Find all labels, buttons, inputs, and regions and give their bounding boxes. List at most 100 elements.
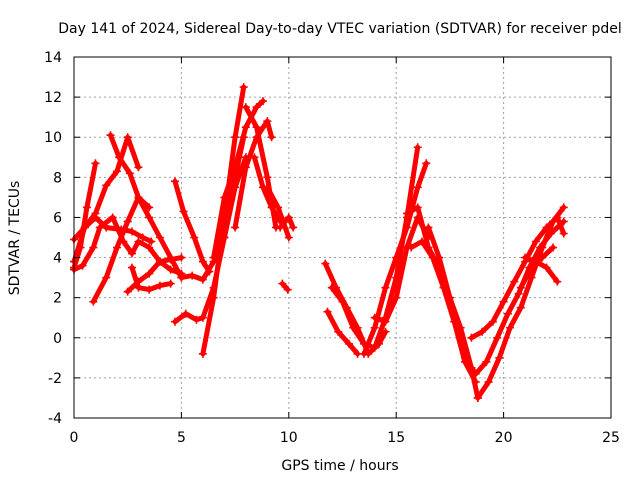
data-point	[417, 237, 426, 246]
data-point	[478, 327, 487, 336]
data-point	[241, 103, 250, 112]
x-tick-label: 20	[495, 430, 513, 446]
series-line	[211, 98, 266, 261]
data-point	[102, 181, 111, 190]
data-point	[231, 223, 240, 232]
series-line	[279, 281, 291, 293]
data-point	[422, 159, 431, 168]
data-point	[231, 133, 240, 142]
data-point	[460, 353, 469, 362]
y-tick-label: -4	[48, 411, 62, 427]
data-point	[413, 203, 422, 212]
data-point	[241, 123, 250, 132]
data-point	[166, 279, 175, 288]
data-point	[127, 227, 136, 236]
y-axis-label: SDTVAR / TECUs	[7, 181, 23, 296]
data-point	[370, 323, 379, 332]
x-tick-label: 0	[70, 430, 79, 446]
data-point	[155, 257, 164, 266]
data-point	[493, 333, 502, 342]
data-point	[278, 279, 287, 288]
data-point	[190, 233, 199, 242]
data-point	[147, 237, 156, 246]
data-point	[231, 183, 240, 192]
data-point	[284, 213, 293, 222]
data-point	[239, 83, 248, 92]
data-point	[456, 333, 465, 342]
data-point	[82, 203, 91, 212]
data-point	[177, 253, 186, 262]
chart-title: Day 141 of 2024, Sidereal Day-to-day VTE…	[58, 21, 622, 37]
series-arc-21	[323, 307, 362, 358]
data-point	[89, 297, 98, 306]
data-point	[334, 327, 343, 336]
series-line	[108, 132, 184, 281]
data-point	[510, 277, 519, 286]
series-line	[522, 255, 560, 285]
data-point	[192, 315, 201, 324]
series-arc-18	[276, 213, 298, 232]
data-point	[538, 253, 547, 262]
data-point	[115, 153, 124, 162]
series-arc-09	[170, 177, 214, 276]
data-point	[198, 349, 207, 358]
data-point	[95, 223, 104, 232]
data-point	[209, 293, 218, 302]
data-point	[80, 223, 89, 232]
data-point	[123, 217, 132, 226]
series-arc-13	[209, 97, 268, 262]
series-arc-19	[278, 279, 292, 294]
series-arc-12	[198, 83, 248, 358]
plot-frame	[73, 56, 612, 419]
data-point	[370, 343, 379, 352]
data-point	[123, 287, 132, 296]
data-point	[181, 309, 190, 318]
data-point	[127, 263, 136, 272]
data-point	[198, 257, 207, 266]
data-point	[370, 313, 379, 322]
data-point	[155, 281, 164, 290]
data-point	[381, 317, 390, 326]
data-point	[392, 293, 401, 302]
series-line	[251, 154, 283, 224]
data-point	[516, 283, 525, 292]
data-point	[514, 289, 523, 298]
data-point	[112, 243, 121, 252]
data-point	[553, 213, 562, 222]
data-point	[488, 317, 497, 326]
data-point	[284, 233, 293, 242]
data-point	[263, 183, 272, 192]
data-point	[220, 193, 229, 202]
y-tick-label: 0	[53, 331, 62, 347]
series-line	[462, 219, 567, 377]
data-point	[134, 283, 143, 292]
series-arc-08	[127, 263, 175, 294]
data-point	[359, 349, 368, 358]
data-point	[263, 173, 272, 182]
data-point	[263, 117, 272, 126]
data-point	[413, 183, 422, 192]
data-point	[112, 167, 121, 176]
data-point	[527, 263, 536, 272]
data-point	[252, 123, 261, 132]
x-tick-label: 10	[280, 430, 298, 446]
data-point	[241, 163, 250, 172]
x-tick-label: 5	[177, 430, 186, 446]
data-point	[536, 243, 545, 252]
data-point	[521, 253, 530, 262]
data-point	[198, 313, 207, 322]
data-point	[553, 277, 562, 286]
data-point	[179, 207, 188, 216]
data-point	[542, 223, 551, 232]
data-point	[102, 273, 111, 282]
data-point	[177, 273, 186, 282]
data-point	[108, 213, 117, 222]
x-tick-label: 25	[602, 430, 620, 446]
data-point	[155, 233, 164, 242]
data-point	[344, 339, 353, 348]
data-point	[516, 303, 525, 312]
series-line	[468, 214, 567, 341]
data-point	[559, 203, 568, 212]
data-point	[323, 307, 332, 316]
y-tick-label: 2	[53, 291, 62, 307]
